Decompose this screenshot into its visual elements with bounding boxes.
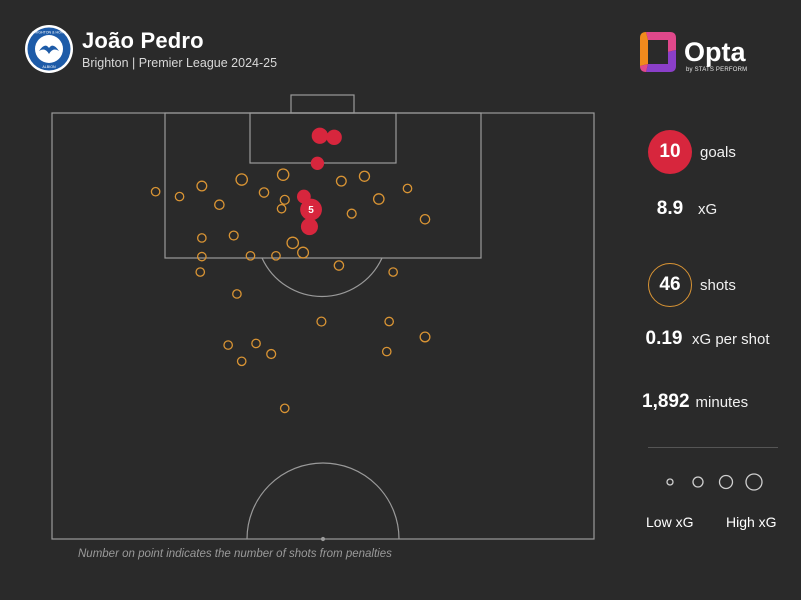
stat-label: minutes bbox=[695, 393, 749, 411]
svg-text:BRIGHTON & HOVE: BRIGHTON & HOVE bbox=[32, 31, 66, 35]
shot-point bbox=[223, 340, 233, 350]
brighton-crest-icon: BRIGHTON & HOVE ALBION bbox=[25, 25, 73, 73]
opta-mark-icon bbox=[640, 32, 676, 72]
goal bbox=[290, 94, 355, 114]
stat-goals: 10 goals bbox=[648, 130, 736, 174]
shot-point bbox=[271, 250, 281, 261]
shot-point bbox=[276, 203, 287, 214]
legend-low-xg: Low xG bbox=[646, 514, 694, 530]
shot-point bbox=[196, 251, 207, 262]
shot-point bbox=[419, 331, 431, 343]
shots-layer bbox=[150, 168, 431, 414]
legend-size-circle bbox=[692, 476, 704, 488]
shot-point bbox=[419, 213, 431, 225]
shot-point bbox=[358, 170, 371, 182]
header: BRIGHTON & HOVE ALBION João Pedro Bright… bbox=[24, 24, 277, 74]
shot-point bbox=[279, 194, 290, 205]
goal-point bbox=[311, 127, 328, 144]
shot-point bbox=[384, 316, 395, 327]
shot-point bbox=[150, 186, 161, 197]
stat-label: xG bbox=[698, 200, 718, 218]
goal-point bbox=[326, 129, 342, 146]
stat-value: 8.9 bbox=[656, 198, 684, 219]
penalty-arc bbox=[261, 257, 383, 298]
stat-value: 10 bbox=[648, 130, 692, 174]
shot-point bbox=[372, 193, 385, 205]
opta-logo: Opta by STATS PERFORM bbox=[638, 30, 748, 74]
xg-size-legend bbox=[666, 473, 763, 491]
shot-point bbox=[335, 175, 347, 187]
shot-point bbox=[195, 267, 206, 277]
legend-size-circle bbox=[666, 478, 674, 486]
stat-value: 0.19 bbox=[645, 328, 683, 349]
shot-point bbox=[196, 233, 207, 243]
penalty-count-label: 5 bbox=[308, 205, 314, 216]
shot-point bbox=[228, 230, 239, 241]
centre-circle bbox=[246, 462, 400, 540]
shot-point bbox=[346, 208, 357, 219]
shot-point bbox=[235, 173, 249, 186]
shot-point bbox=[333, 260, 345, 271]
shot-point bbox=[251, 338, 261, 349]
shot-point bbox=[266, 348, 277, 360]
shot-point bbox=[232, 289, 242, 299]
shot-point bbox=[214, 199, 225, 210]
legend-size-circle bbox=[718, 474, 734, 490]
shot-point bbox=[236, 356, 247, 367]
shot-point bbox=[276, 168, 290, 181]
shot-point bbox=[258, 187, 270, 198]
player-name: João Pedro bbox=[82, 28, 204, 53]
centre-spot bbox=[320, 536, 326, 542]
shot-point bbox=[402, 183, 413, 194]
legend-size-circle bbox=[745, 473, 763, 491]
opta-wordmark: Opta bbox=[684, 37, 746, 67]
shot-point bbox=[196, 180, 208, 192]
stat-value: 46 bbox=[648, 263, 692, 307]
stat-label: shots bbox=[700, 276, 736, 294]
shot-point bbox=[297, 246, 310, 259]
pitch-lines bbox=[51, 94, 595, 542]
stat-label: xG per shot bbox=[692, 330, 770, 348]
goals-layer: 5 bbox=[296, 127, 342, 236]
stat-label: goals bbox=[700, 143, 736, 161]
stat-shots: 46 shots bbox=[648, 263, 736, 307]
shot-point bbox=[388, 267, 398, 277]
page-subtitle: Brighton | Premier League 2024-25 bbox=[82, 56, 278, 70]
shot-point bbox=[245, 250, 256, 261]
opta-tagline: by STATS PERFORM bbox=[686, 67, 748, 73]
stat-xG-per-shot: 0.19 xG per shot bbox=[642, 328, 770, 350]
goal-point bbox=[300, 218, 318, 236]
divider bbox=[648, 447, 778, 448]
shot-point bbox=[279, 403, 290, 414]
svg-text:ALBION: ALBION bbox=[42, 65, 56, 69]
shot-point bbox=[174, 191, 185, 202]
shot-point bbox=[286, 236, 300, 250]
stat-minutes: 1,892 minutes bbox=[642, 391, 748, 413]
penalty-goal-point bbox=[300, 198, 322, 221]
stat-value: 1,892 bbox=[642, 391, 690, 412]
stat-xG: 8.9 xG bbox=[648, 198, 717, 220]
shot-point bbox=[381, 346, 392, 357]
footnote: Number on point indicates the number of … bbox=[78, 548, 392, 560]
legend-high-xg: High xG bbox=[726, 514, 777, 530]
shot-point bbox=[316, 316, 327, 327]
goal-point bbox=[310, 156, 325, 170]
